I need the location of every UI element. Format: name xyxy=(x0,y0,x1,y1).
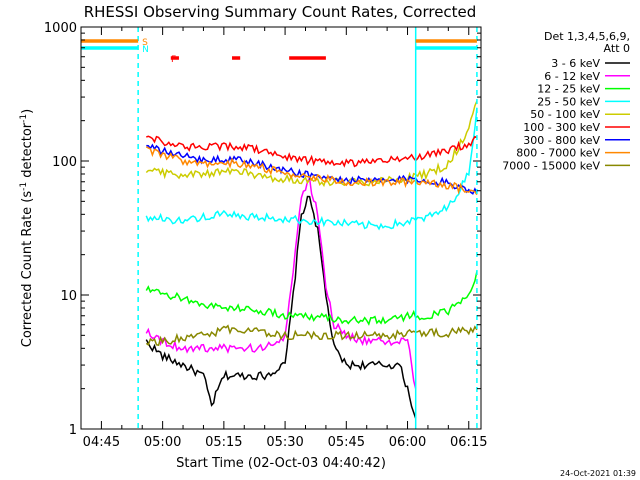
flag-s-label: S xyxy=(142,38,148,48)
legend-entry-label-1: 3 - 6 keV xyxy=(551,57,600,70)
y-tick-label-3: 100 xyxy=(52,155,77,170)
axis-layer: 04:45 05:00 05:15 05:30 05:45 06:00 06:15 1 10 10… xyxy=(44,21,488,450)
legend-entry-label-7: 300 - 800 keV xyxy=(523,134,600,147)
vertical-lines-layer xyxy=(137,27,478,429)
legend-entry-label-4: 25 - 50 keV xyxy=(537,95,600,108)
legend-entry-label-6: 100 - 300 keV xyxy=(523,121,600,134)
chart-title: RHESSI Observing Summary Count Rates, Co… xyxy=(84,3,477,21)
flag-f-label: F xyxy=(171,55,176,65)
series-line-800-7000-kev xyxy=(145,146,478,196)
y-axis-label-sup2: -1 xyxy=(19,114,29,123)
legend-entry-label-8: 800 - 7000 keV xyxy=(516,147,600,160)
series-line-12-25-kev xyxy=(145,271,478,326)
legend-entry-label-9: 7000 - 15000 keV xyxy=(502,159,600,172)
flags-layer: SN F xyxy=(81,38,477,65)
x-tick-label-4: 05:30 xyxy=(266,435,303,450)
flag-n-label: N xyxy=(142,45,149,55)
series-layer xyxy=(145,100,478,419)
legend-entry-label-3: 12 - 25 keV xyxy=(537,83,600,96)
legend-entry-label-5: 50 - 100 keV xyxy=(530,108,600,121)
y-axis-label-part3: ) xyxy=(20,109,35,114)
y-axis-label-part1: Corrected Count Rate (s xyxy=(20,191,35,348)
plot-frame xyxy=(80,26,482,430)
legend-entry-label-2: 6 - 12 keV xyxy=(544,70,600,83)
series-line-6-12-kev xyxy=(145,176,417,389)
x-tick-label-3: 05:15 xyxy=(205,435,242,450)
x-tick-label-5: 05:45 xyxy=(328,435,365,450)
series-line-100-300-kev xyxy=(146,135,478,168)
x-tick-label-6: 06:00 xyxy=(389,435,426,450)
x-tick-label-7: 06:15 xyxy=(450,435,487,450)
series-line-3-6-kev xyxy=(145,195,417,419)
y-tick-label-4: 1000 xyxy=(44,21,77,36)
x-tick-label-1: 04:45 xyxy=(83,435,120,450)
footer-timestamp: 24-Oct-2021 01:39 xyxy=(560,469,636,478)
legend-header-line1: Det 1,3,4,5,6,9, xyxy=(544,30,630,43)
x-axis-label: Start Time (02-Oct-03 04:40:42) xyxy=(176,456,386,471)
y-tick-label-2: 10 xyxy=(60,289,77,304)
y-axis-label: Corrected Count Rate (s-1 detector-1) xyxy=(19,109,35,347)
y-axis-label-part2: detector xyxy=(20,122,35,182)
series-line-25-50-kev xyxy=(145,107,478,231)
y-axis-label-sup1: -1 xyxy=(19,182,29,191)
legend-header-line2: Att 0 xyxy=(604,42,630,55)
series-line-7000-15000-kev xyxy=(145,324,478,347)
x-tick-label-2: 05:00 xyxy=(144,435,181,450)
y-tick-label-1: 1 xyxy=(69,423,77,438)
